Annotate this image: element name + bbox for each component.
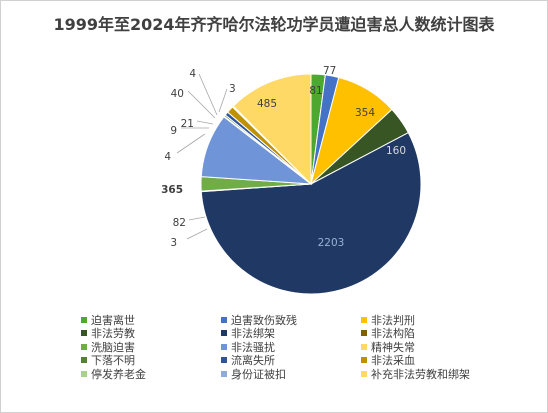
- data-label: 365: [161, 184, 183, 196]
- chart-title: 1999年至2024年齐齐哈尔法轮功学员遭迫害总人数统计图表: [53, 15, 495, 34]
- legend-item: 精神失常: [361, 340, 521, 354]
- legend-label: 身份证被扣: [231, 367, 286, 381]
- legend-label: 停发养老金: [91, 367, 146, 381]
- legend-swatch: [221, 343, 227, 350]
- data-label: 485: [257, 98, 277, 110]
- data-label: 2203: [318, 237, 345, 249]
- legend-item: 停发养老金: [81, 367, 221, 381]
- legend-label: 非法判刑: [371, 313, 415, 327]
- data-label: 160: [386, 145, 406, 157]
- legend-swatch: [361, 316, 367, 323]
- legend-item: 下落不明: [81, 354, 221, 368]
- legend-swatch: [81, 343, 87, 350]
- legend-swatch: [221, 316, 227, 323]
- legend-swatch: [361, 370, 367, 377]
- legend-item: 非法劳教: [81, 327, 221, 341]
- leader-line: [196, 120, 214, 125]
- legend-swatch: [81, 330, 87, 337]
- chart-legend: 迫害离世 迫害致伤致残 非法判刑非法劳教 非法绑架 非法构陷洗脑迫害 非法骚扰 精神失常下落…: [81, 313, 521, 381]
- data-label: 81: [309, 85, 322, 97]
- pie-slice: [232, 73, 312, 186]
- legend-label: 非法骚扰: [231, 340, 275, 354]
- legend-item: 身份证被扣: [221, 367, 361, 381]
- legend-item: 流离失所: [221, 354, 361, 368]
- legend-swatch: [361, 330, 367, 337]
- legend-swatch: [221, 357, 227, 364]
- data-label: 40: [171, 88, 184, 100]
- data-label: 4: [164, 151, 171, 163]
- data-label: 3: [229, 83, 236, 95]
- legend-label: 补充非法劳教和绑架: [371, 367, 470, 381]
- leader-line: [187, 90, 216, 119]
- legend-label: 迫害致伤致残: [231, 313, 297, 327]
- legend-label: 迫害离世: [91, 313, 135, 327]
- legend-item: 非法判刑: [361, 313, 521, 327]
- legend-item: 迫害致伤致残: [221, 313, 361, 327]
- data-label: 82: [173, 217, 186, 229]
- legend-item: 洗脑迫害: [81, 340, 221, 354]
- legend-label: 非法采血: [371, 354, 415, 368]
- legend-swatch: [361, 357, 367, 364]
- legend-label: 洗脑迫害: [91, 340, 135, 354]
- legend-label: 下落不明: [91, 354, 135, 368]
- legend-label: 非法绑架: [231, 327, 275, 341]
- legend-label: 非法劳教: [91, 327, 135, 341]
- legend-item: 非法骚扰: [221, 340, 361, 354]
- leader-line: [188, 216, 206, 221]
- data-label: 9: [170, 125, 177, 137]
- legend-label: 非法构陷: [371, 327, 415, 341]
- data-label: 4: [189, 68, 196, 80]
- legend-item: 非法采血: [361, 354, 521, 368]
- leader-line: [198, 73, 218, 116]
- legend-item: 迫害离世: [81, 313, 221, 327]
- legend-swatch: [81, 357, 87, 364]
- data-label: 21: [181, 118, 194, 130]
- leader-line: [186, 228, 208, 240]
- leader-line: [176, 133, 206, 154]
- data-label: 77: [323, 65, 336, 77]
- legend-label: 流离失所: [231, 354, 275, 368]
- data-label: 354: [355, 107, 375, 119]
- leader-line: [218, 88, 228, 113]
- legend-swatch: [361, 343, 367, 350]
- legend-item: 补充非法劳教和绑架: [361, 367, 521, 381]
- legend-swatch: [81, 370, 87, 377]
- legend-swatch: [221, 370, 227, 377]
- legend-swatch: [81, 316, 87, 323]
- legend-label: 精神失常: [371, 340, 415, 354]
- legend-swatch: [221, 330, 227, 337]
- pie-slice: [200, 131, 422, 295]
- data-label: 3: [170, 237, 177, 249]
- legend-item: 非法绑架: [221, 327, 361, 341]
- legend-item: 非法构陷: [361, 327, 521, 341]
